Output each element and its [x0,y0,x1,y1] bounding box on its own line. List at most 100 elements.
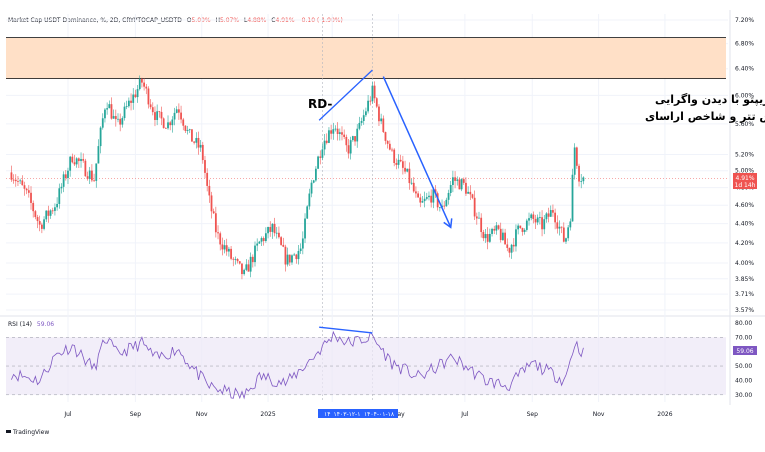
candle-body [60,186,63,189]
rsi-header: RSI (14) 59.06 [8,321,54,328]
candle-body [460,179,463,190]
candle-body [177,109,180,113]
candle-body [125,106,128,108]
candle-body [201,144,204,161]
down-arrow-head [443,218,453,229]
candle-body [495,225,498,231]
candle-body [54,207,56,211]
candle-body [445,199,448,207]
candle-body [56,203,59,208]
tradingview-logo[interactable]: TradingView [6,429,49,436]
candle-body [491,228,493,234]
candle-body [382,118,385,133]
candle-body [502,232,504,241]
rsi-label: RSI (14) [8,321,32,328]
candle-body [223,245,226,250]
x-tick-label: 2025 [260,411,275,418]
candle-body [182,119,185,126]
candle-body [434,189,437,194]
candle-body [541,217,543,230]
candle-body [236,259,239,262]
candle-body [430,195,433,203]
price-badge [733,173,757,189]
candle-body [347,145,350,154]
candle-body [519,225,522,229]
candle-body [193,141,196,143]
candle-body [195,137,198,143]
rd-label: RD- [308,97,332,111]
candle-body [221,244,224,250]
candle-body [36,217,39,222]
candle-body [482,232,485,239]
candle-body [71,156,74,163]
candle-body [88,170,91,179]
annotation-line-1: تشخیص فاز صعودی بازار کریپتو با دیدن واگ… [655,93,765,106]
candle-body [267,227,269,234]
candle-body [308,193,311,207]
candle-body [110,104,113,119]
candle-body [436,193,439,208]
candles [10,75,585,280]
candle-body [175,109,178,113]
candle-body [241,263,243,275]
candle-body [415,191,417,194]
candle-body [112,116,115,119]
candle-body [10,172,13,180]
candle-body [254,245,256,263]
watermark-text: TradingView [12,429,49,436]
candle-body [515,229,517,247]
candle-body [310,182,313,194]
candle-body [167,122,169,129]
candle-body [238,261,241,264]
candle-body [136,89,139,98]
candle-body [332,129,335,134]
candle-body [334,128,337,130]
candle-body [97,146,100,164]
rsi-line [11,330,584,400]
y-tick-label: 6.80% [735,41,754,48]
candle-body [149,104,152,108]
candle-body [169,122,172,126]
y-tick-label: 4.20% [735,240,754,247]
candle-body [197,137,200,148]
x-tick-label: Sep [527,411,539,418]
candle-body [119,118,122,125]
date-badge-marker: ۱۴ [324,411,330,418]
price-badge-countdown: 1d 14h [735,182,756,189]
candle-body [275,232,278,234]
candle-body [447,192,450,200]
candle-body [458,179,461,190]
candle-body [552,210,554,213]
candle-body [567,227,570,239]
candle-body [256,243,259,246]
candle-body [351,136,354,141]
candle-body [214,213,217,233]
candle-body [208,185,211,196]
candle-body [462,179,465,183]
candle-body [380,118,383,122]
candle-body [262,238,265,242]
candle-body [212,211,215,214]
candle-body [323,140,326,150]
candle-body [528,218,530,221]
candle-body [343,134,346,137]
candle-body [38,221,41,225]
y-tick-label: 4.00% [735,260,754,267]
candle-body [530,214,533,219]
candle-body [62,174,65,187]
date-badge-end: ۱۴۰۴-۰۱-۱۸ [364,411,395,418]
candle-body [251,256,254,263]
candle-body [538,217,541,219]
candle-body [64,174,67,179]
candle-body [456,179,459,181]
candle-body [354,136,356,142]
price-axis[interactable]: 3.57%3.71%3.85%4.00%4.20%4.40%4.60%4.80%… [735,17,754,399]
candle-body [378,106,380,122]
candle-body [49,210,52,216]
rsi-tick-label: 40.00 [735,377,752,384]
candle-body [486,234,489,242]
candle-body [478,217,480,219]
candle-body [210,195,213,212]
candle-body [536,217,539,223]
candle-body [360,121,363,123]
